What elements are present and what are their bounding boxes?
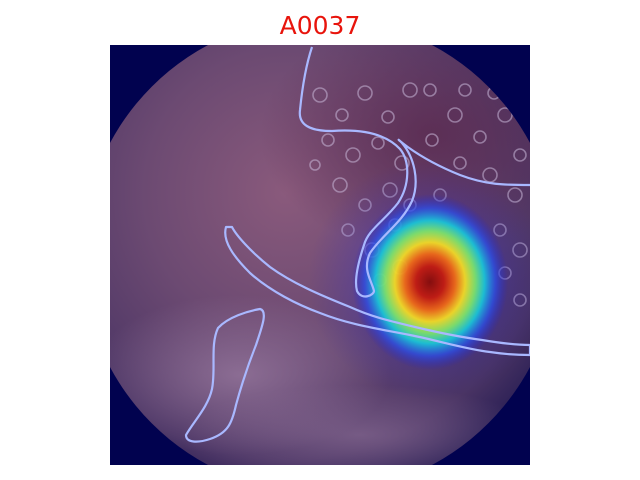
contour-upper-right (298, 46, 530, 298)
heatmap-image (110, 45, 530, 465)
endoscopic-field (110, 45, 530, 465)
image-panel (110, 45, 530, 465)
heatmap-hotspot (352, 194, 508, 370)
contour-outlines (184, 46, 530, 443)
contour-lower-band (224, 225, 530, 357)
figure-title: A0037 (279, 11, 361, 40)
contour-lower-left (184, 307, 265, 443)
